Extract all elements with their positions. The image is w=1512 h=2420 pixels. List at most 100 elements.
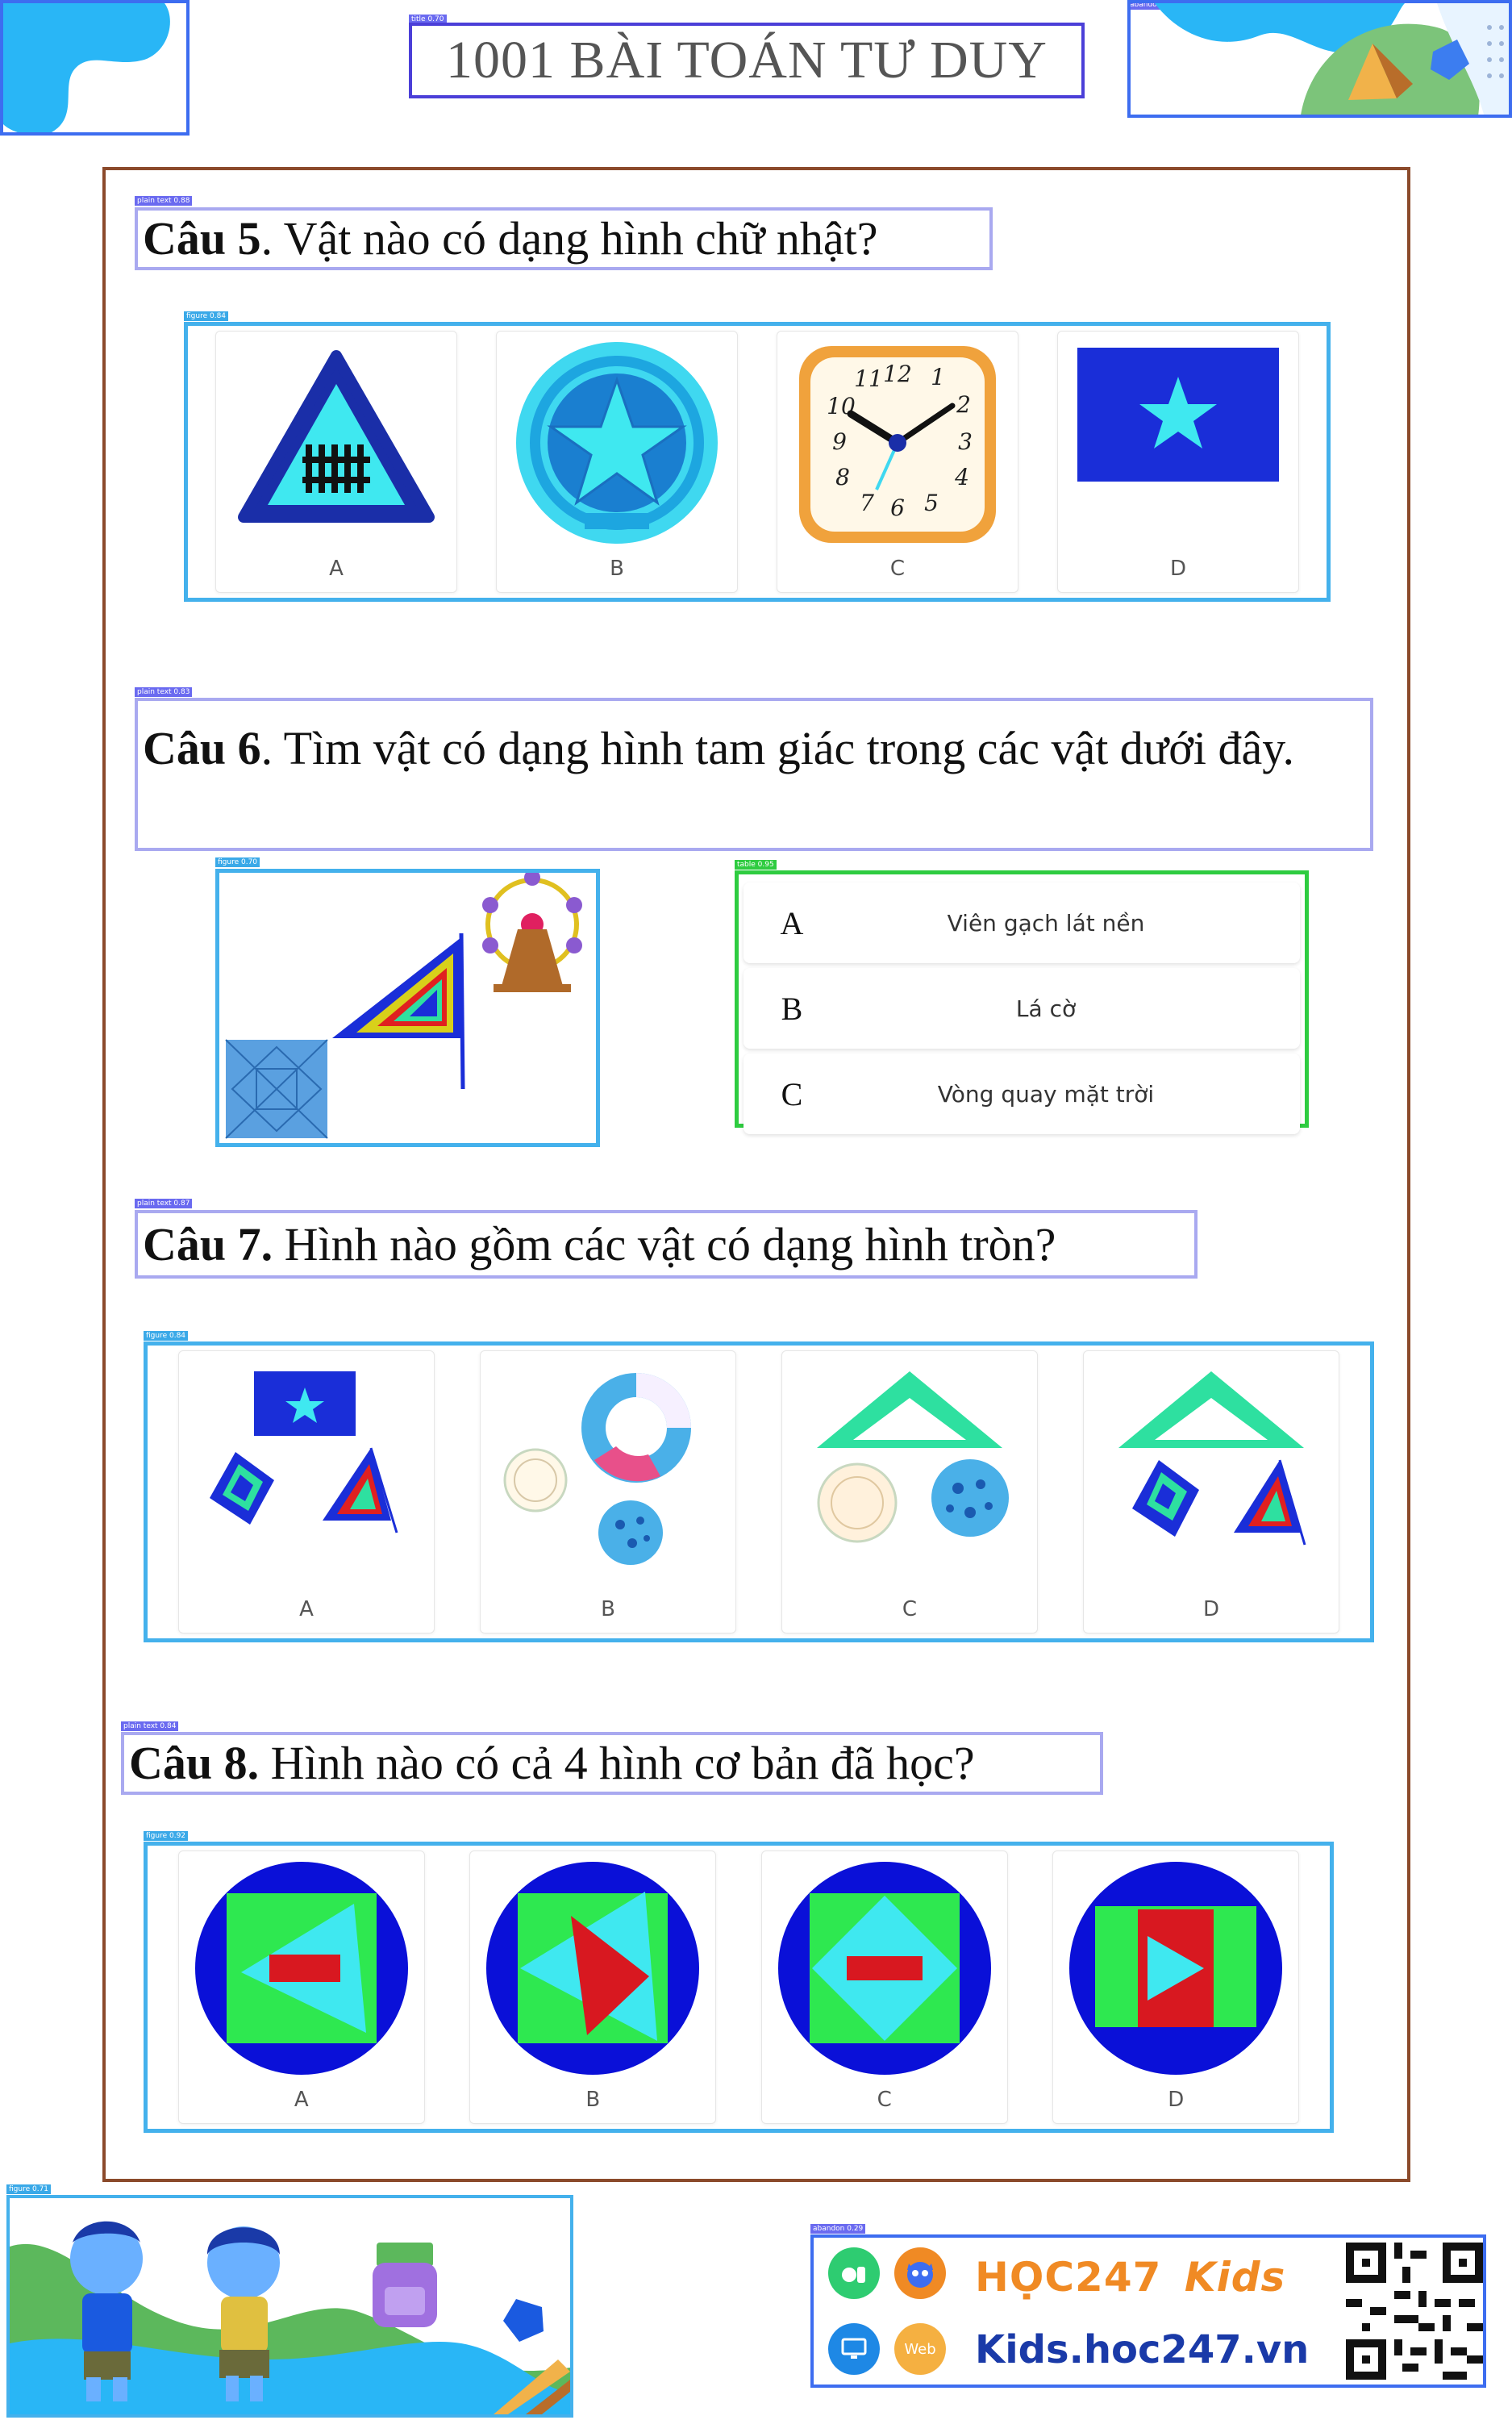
option-label: B — [585, 2088, 601, 2112]
option-a[interactable]: A — [178, 1350, 435, 1634]
app-store-icon[interactable] — [828, 2247, 880, 2299]
corner-decoration-right — [1127, 0, 1512, 118]
page-title-box: 1001 BÀI TOÁN TƯ DUY — [409, 23, 1085, 98]
svg-text:8: 8 — [835, 464, 850, 490]
set-square-and-triangle-flags-icon — [1118, 1371, 1306, 1546]
question-7-options: A B C — [144, 1341, 1374, 1642]
question-text: Hình nào có cả 4 hình cơ bản đã học? — [259, 1737, 975, 1789]
option-label: A — [294, 2088, 309, 2112]
detection-tag: plain text 0.88 — [135, 196, 193, 206]
option-d[interactable]: D — [1083, 1350, 1339, 1634]
web-badge-text: Web — [904, 2340, 936, 2358]
svg-text:2: 2 — [956, 391, 971, 418]
option-label: D — [1169, 557, 1187, 581]
option-c[interactable]: C — [781, 1350, 1038, 1634]
option-b[interactable]: B — [480, 1350, 736, 1634]
svg-text:7: 7 — [860, 490, 874, 516]
choice-text: Viên gạch lát nền — [947, 909, 1145, 937]
option-label: D — [1202, 1597, 1220, 1621]
lifebuoy-and-plates-icon — [503, 1373, 691, 1565]
brand-logo: HỌC247 Kids — [975, 2255, 1285, 2299]
option-label: C — [889, 557, 906, 581]
question-6-figure — [215, 869, 600, 1147]
question-6-choices: A Viên gạch lát nền B Lá cờ C Vòng quay … — [735, 870, 1309, 1134]
question-number: Câu 7. — [143, 1218, 273, 1270]
svg-text:12: 12 — [883, 361, 912, 387]
page-title: 1001 BÀI TOÁN TƯ DUY — [446, 31, 1048, 90]
question-text: . Tìm vật có dạng hình tam giác trong cá… — [260, 722, 1295, 774]
brand-kids: Kids — [1184, 2254, 1286, 2301]
detection-tag: table 0.95 — [735, 860, 777, 870]
option-b[interactable]: B — [469, 1850, 717, 2124]
question-8-options: A B C D — [144, 1842, 1334, 2133]
option-label: A — [299, 1597, 314, 1621]
choice-c[interactable]: C Vòng quay mặt trời — [744, 1054, 1300, 1134]
question-number: Câu 8. — [129, 1737, 260, 1789]
question-6: Câu 6. Tìm vật có dạng hình tam giác tro… — [135, 698, 1373, 851]
detection-tag: title 0.70 — [409, 15, 447, 24]
choice-a[interactable]: A Viên gạch lát nền — [744, 882, 1300, 963]
option-a[interactable]: A — [177, 1850, 425, 2124]
shapes-composition-icon — [194, 1862, 408, 2075]
svg-text:6: 6 — [890, 494, 905, 521]
pentagon-icon — [503, 2299, 544, 2342]
option-b[interactable]: B — [496, 331, 738, 593]
option-label: C — [902, 1597, 918, 1621]
option-label: A — [329, 557, 344, 581]
option-label: B — [601, 1597, 615, 1621]
web-icon[interactable]: Web — [894, 2323, 946, 2375]
question-number: Câu 6 — [143, 722, 261, 774]
option-d[interactable]: D — [1052, 1850, 1300, 2124]
detection-tag: figure 0.84 — [144, 1331, 189, 1341]
detection-tag: plain text 0.83 — [135, 687, 193, 697]
detection-tag: abandon 0.29 — [810, 2224, 866, 2234]
mascot-icon — [894, 2247, 946, 2299]
option-d[interactable]: D — [1057, 331, 1299, 593]
national-emblem-icon — [516, 342, 718, 544]
brand-footer: Web HỌC247 Kids Kids.hoc247.vn — [810, 2234, 1486, 2388]
girl-figure-icon — [207, 2226, 280, 2401]
choice-text: Vòng quay mặt trời — [937, 1080, 1155, 1108]
option-label: B — [610, 557, 624, 581]
svg-text:3: 3 — [958, 428, 973, 455]
svg-text:9: 9 — [832, 428, 847, 455]
pencil-icon — [494, 2360, 570, 2414]
flag-and-triangle-flags-icon — [210, 1371, 398, 1533]
choice-letter: C — [781, 1075, 803, 1112]
shapes-composition-icon — [777, 1862, 991, 2075]
desktop-icon[interactable] — [828, 2323, 880, 2375]
option-label: D — [1168, 2088, 1185, 2112]
detection-tag: figure 0.70 — [215, 857, 260, 867]
brand-name: HỌC247 — [975, 2254, 1162, 2301]
shapes-composition-icon — [1069, 1862, 1283, 2075]
svg-text:5: 5 — [924, 490, 939, 516]
backpack-icon — [373, 2243, 437, 2327]
question-text: Hình nào gồm các vật có dạng hình tròn? — [273, 1218, 1056, 1270]
option-c[interactable]: C — [760, 1850, 1008, 2124]
choice-text: Lá cờ — [1015, 995, 1077, 1022]
question-text: . Vật nào có dạng hình chữ nhật? — [260, 212, 878, 265]
question-8: Câu 8. Hình nào có cả 4 hình cơ bản đã h… — [121, 1732, 1103, 1795]
svg-text:1: 1 — [931, 364, 945, 390]
railway-crossing-sign-icon — [238, 350, 435, 523]
detection-tag: plain text 0.87 — [135, 1199, 193, 1208]
choice-letter: B — [781, 990, 803, 1027]
svg-text:11: 11 — [854, 365, 883, 392]
option-a[interactable]: A — [215, 331, 457, 593]
question-7: Câu 7. Hình nào gồm các vật có dạng hình… — [135, 1210, 1198, 1279]
flag-icon — [1077, 348, 1279, 482]
boy-figure-icon — [70, 2221, 143, 2401]
question-5: Câu 5. Vật nào có dạng hình chữ nhật? — [135, 207, 993, 270]
set-square-and-plates-icon — [817, 1371, 1009, 1543]
qr-code-icon — [1346, 2243, 1483, 2380]
detection-tag: figure 0.71 — [6, 2184, 52, 2194]
brand-website[interactable]: Kids.hoc247.vn — [975, 2327, 1310, 2372]
kids-illustration — [6, 2195, 573, 2418]
detection-tag: figure 0.92 — [144, 1831, 189, 1841]
choice-b[interactable]: B Lá cờ — [744, 968, 1300, 1049]
shapes-composition-icon — [486, 1862, 700, 2075]
choice-letter: A — [780, 904, 804, 941]
